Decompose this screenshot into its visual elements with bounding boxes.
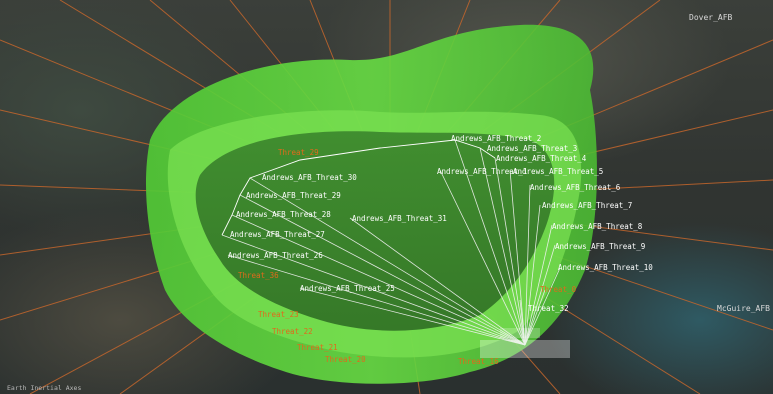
label-andrews-threat-30: Andrews_AFB_Threat_30 — [262, 173, 357, 182]
coverage-shell-floor — [195, 131, 555, 331]
label-andrews-threat-4: Andrews_AFB_Threat_4 — [496, 154, 587, 163]
label-andrews-threat-31: Andrews_AFB_Threat_31 — [352, 214, 447, 223]
label-andrews-threat-2: Andrews_AFB_Threat_2 — [451, 134, 541, 143]
andrews-threat-labels: Andrews_AFB_Threat_2 Andrews_AFB_Threat_… — [228, 134, 653, 293]
label-threat-36: Threat_36 — [238, 271, 279, 280]
label-threat-20: Threat_20 — [325, 355, 366, 364]
frame-label: Earth Inertial Axes — [7, 384, 81, 392]
label-threat-23: Threat_23 — [258, 310, 299, 319]
label-andrews-threat-25: Andrews_AFB_Threat_25 — [300, 284, 395, 293]
threat-labels: Threat_32 Threat_23 Threat_22 Threat_21 … — [238, 148, 577, 366]
label-andrews-threat-29: Andrews_AFB_Threat_29 — [246, 191, 341, 200]
threat-fan-lines — [221, 139, 561, 346]
label-andrews-threat-26: Andrews_AFB_Threat_26 — [228, 251, 323, 260]
label-andrews-threat-27: Andrews_AFB_Threat_27 — [230, 230, 325, 239]
label-andrews-threat-10: Andrews_AFB_Threat_10 — [558, 263, 653, 272]
label-andrews-threat-5: Andrews_AFB_Threat_5 — [513, 167, 603, 176]
label-cluster — [480, 328, 570, 358]
label-andrews-threat-1: Andrews_AFB_Threat_1 — [437, 167, 527, 176]
label-threat-0: Threat_0 — [540, 285, 577, 294]
label-andrews-threat-7: Andrews_AFB_Threat_7 — [542, 201, 632, 210]
label-threat-16: Threat_16 — [458, 357, 499, 366]
label-andrews-threat-6: Andrews_AFB_Threat_6 — [530, 183, 621, 192]
label-andrews-threat-28: Andrews_AFB_Threat_28 — [236, 210, 331, 219]
label-threat-32: Threat_32 — [528, 304, 569, 313]
label-threat-21: Threat_21 — [297, 343, 338, 352]
site-label-mcguire: McGuire_AFB — [717, 304, 770, 313]
site-label-dover: Dover_AFB — [689, 13, 733, 22]
label-threat-29: Threat_29 — [278, 148, 319, 157]
label-andrews-threat-9: Andrews_AFB_Threat_9 — [555, 242, 645, 251]
label-threat-22: Threat_22 — [272, 327, 313, 336]
label-andrews-threat-3: Andrews_AFB_Threat_3 — [487, 144, 577, 153]
label-andrews-threat-8: Andrews_AFB_Threat_8 — [552, 222, 643, 231]
threat-polygon-outline — [221, 139, 496, 236]
